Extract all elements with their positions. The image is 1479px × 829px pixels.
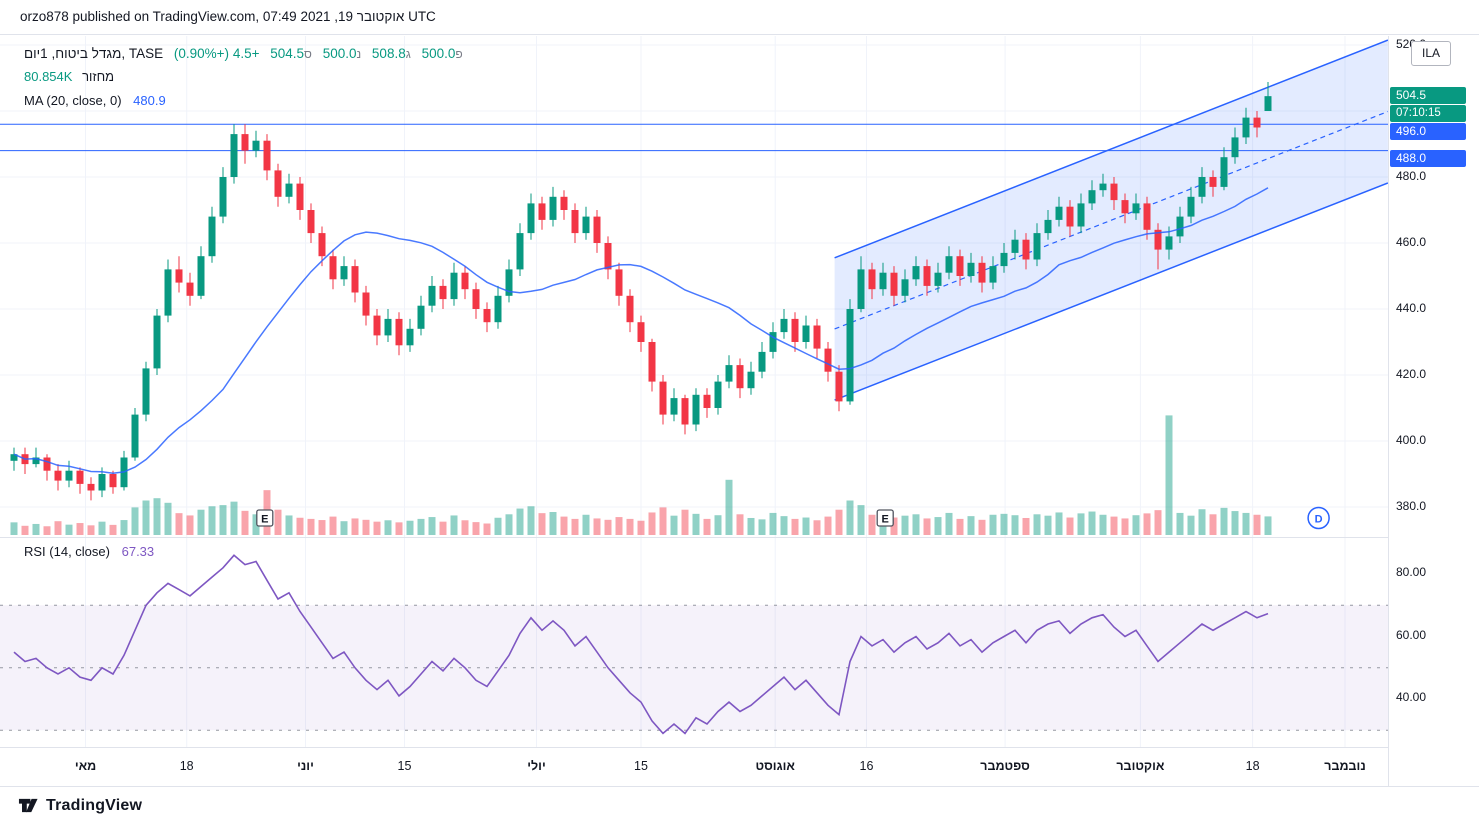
- price-axis[interactable]: 380.0400.0420.0440.0460.0480.0500.0520.0…: [1388, 36, 1479, 786]
- level-price-badge: 496.0: [1390, 123, 1466, 141]
- time-axis-label: 16: [859, 759, 874, 773]
- rsi-chart-canvas[interactable]: [0, 537, 1388, 747]
- tradingview-logo-icon: [18, 798, 38, 813]
- price-axis-label: 420.0: [1396, 367, 1427, 381]
- rsi-axis-label: 80.00: [1396, 565, 1427, 579]
- symbol-title: מגדל ביטוח, 1יום, TASE: [24, 46, 164, 61]
- time-axis-label: אוקטובר: [1116, 759, 1165, 773]
- rsi-axis-label: 40.00: [1396, 690, 1427, 704]
- ma-value: 480.9: [133, 93, 166, 108]
- rsi-axis-label: 60.00: [1396, 627, 1427, 642]
- dividend-marker[interactable]: D: [1307, 506, 1330, 530]
- time-axis-label: יולי: [527, 759, 546, 773]
- main-chart-canvas[interactable]: E E D: [0, 36, 1388, 537]
- rsi-value: 67.33: [121, 544, 155, 559]
- time-axis-label: 15: [634, 759, 648, 773]
- time-axis-label: ספטמבר: [980, 759, 1030, 773]
- svg-text:E: E: [261, 514, 268, 526]
- svg-text:E: E: [882, 514, 889, 526]
- volume-label: מחזור: [82, 69, 115, 84]
- time-axis-label: יוני: [297, 759, 314, 773]
- time-axis-label: מאי: [74, 759, 97, 773]
- tradingview-brand-text: TradingView: [46, 796, 143, 814]
- earnings-marker[interactable]: E: [876, 509, 894, 527]
- legend-symbol-row: מגדל ביטוח, 1יום, TASE פ500.0 ג508.8 נ50…: [24, 44, 463, 64]
- price-axis-label: 400.0: [1396, 433, 1427, 447]
- level-price-badge: 488.0: [1390, 149, 1466, 167]
- legend-volume-row: 80.854K מחזור: [24, 67, 463, 86]
- earnings-marker[interactable]: E: [256, 509, 274, 527]
- time-axis-label: אוגוסט: [755, 759, 795, 773]
- rsi-label: RSI (14, close): [24, 544, 110, 559]
- publish-text: orzo878 published on TradingView.com, 07…: [20, 9, 436, 24]
- ohlc-open: פ500.0: [421, 46, 463, 61]
- volume-value: 80.854K: [24, 69, 73, 84]
- ohlc-close: ס504.5: [270, 46, 312, 61]
- change-value: +4.5 (+0.90%): [173, 46, 260, 61]
- symbol-currency-button[interactable]: ILA: [1411, 41, 1451, 66]
- ma-label: MA (20, close, 0): [24, 93, 122, 108]
- legend-ma-row: MA (20, close, 0) 480.9: [24, 91, 463, 110]
- bar-countdown-badge: 07:10:15: [1390, 104, 1466, 122]
- time-axis-label: 18: [179, 759, 194, 773]
- time-axis[interactable]: מאי 18 יוני 15 יולי 15 אוגוסט 16 ספטמבר אוקטובר 18…: [0, 747, 1388, 787]
- price-axis-label: 440.0: [1396, 301, 1427, 315]
- chart-legend[interactable]: מגדל ביטוח, 1יום, TASE פ500.0 ג508.8 נ50…: [24, 44, 463, 113]
- publish-header: orzo878 published on TradingView.com, 07…: [0, 0, 1479, 35]
- svg-text:D: D: [1315, 514, 1323, 526]
- price-axis-label: 380.0: [1396, 499, 1427, 513]
- ohlc-low: נ500.0: [322, 46, 362, 61]
- tradingview-logo[interactable]: TradingView: [18, 795, 142, 816]
- rsi-legend[interactable]: RSI (14, close) 67.33: [24, 544, 154, 559]
- last-price-badge: 504.5: [1390, 87, 1466, 105]
- footer: TradingView: [0, 787, 1479, 829]
- time-axis-label: נובמבר: [1324, 759, 1366, 773]
- time-axis-label: 15: [397, 759, 412, 773]
- ohlc-high: ג508.8: [371, 46, 411, 61]
- time-axis-label: 18: [1245, 759, 1260, 773]
- price-axis-label: 480.0: [1396, 169, 1427, 183]
- bottom-divider: [0, 786, 1479, 787]
- price-axis-label: 460.0: [1396, 235, 1427, 249]
